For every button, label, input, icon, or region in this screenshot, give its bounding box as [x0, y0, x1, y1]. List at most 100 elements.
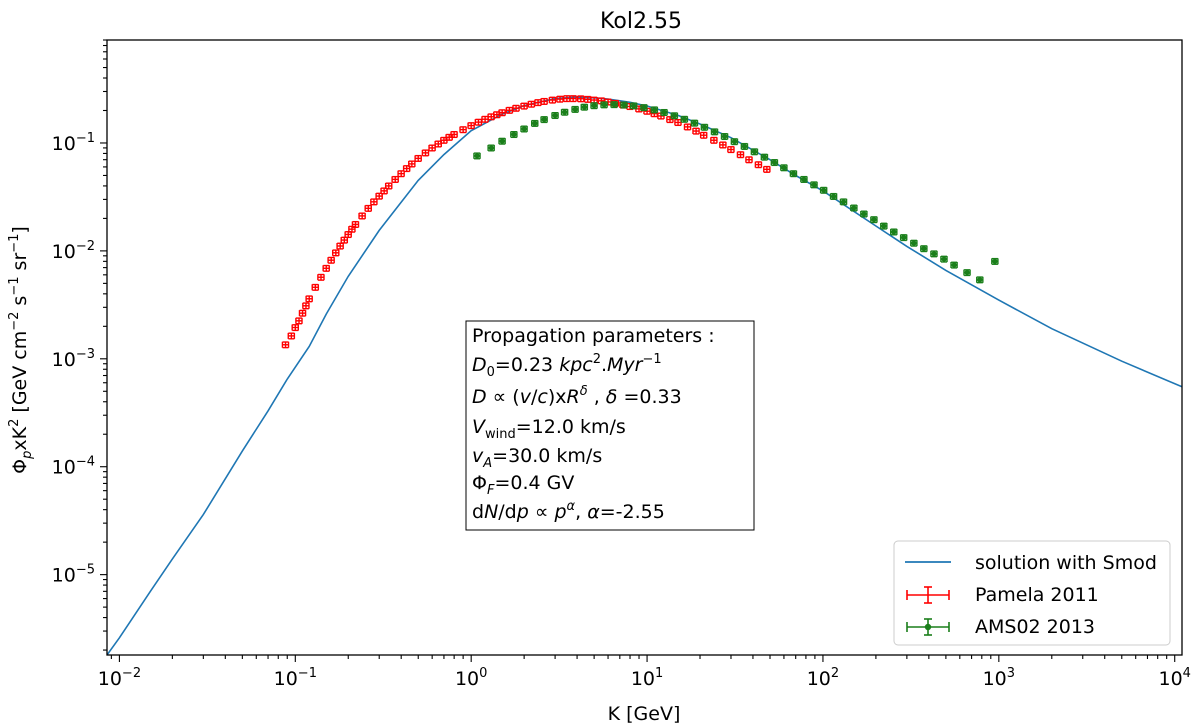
annotation-box	[465, 320, 755, 531]
data-point	[763, 165, 771, 173]
annotation-line-5: vA=30.0 km/s	[472, 445, 602, 471]
legend-label-pamela: Pamela 2011	[975, 584, 1099, 606]
x-tick-label: 102	[807, 666, 839, 690]
x-tick-label: 101	[631, 666, 663, 690]
data-point	[467, 122, 475, 130]
data-point	[305, 295, 313, 303]
data-point	[674, 119, 682, 127]
data-point	[629, 102, 638, 110]
y-axis-label: ΦpxK2 [GeV cm−2 s−1 sr−1]	[7, 226, 35, 474]
data-point	[576, 95, 585, 103]
data-point	[287, 332, 296, 340]
data-point	[976, 276, 984, 284]
series-ams02	[473, 101, 999, 284]
data-point	[850, 204, 858, 212]
data-point	[459, 126, 467, 134]
data-point	[829, 192, 838, 200]
data-point	[770, 159, 779, 167]
data-point	[487, 144, 495, 152]
data-point	[680, 115, 689, 123]
data-point	[540, 97, 548, 105]
data-point	[719, 141, 727, 149]
x-axis-label: K [GeV]	[608, 703, 681, 725]
data-point	[375, 192, 383, 200]
x-tick-label: 100	[455, 666, 487, 690]
data-point	[750, 148, 759, 156]
data-point	[683, 123, 692, 131]
data-point	[498, 137, 506, 145]
x-tick-label: 103	[983, 666, 1015, 690]
parameters-annotation: Propagation parameters : D0=0.23 kpc2.My…	[465, 320, 755, 531]
data-point	[870, 216, 878, 224]
data-point	[311, 283, 320, 291]
data-point	[473, 152, 481, 160]
data-point	[810, 181, 818, 189]
data-point	[370, 198, 378, 206]
data-point	[839, 198, 848, 206]
data-point	[963, 269, 971, 277]
y-axis: 10−5 10−4 10−3 10−2 10−1	[52, 39, 107, 651]
data-point	[920, 245, 928, 253]
data-point	[414, 154, 422, 162]
data-point	[700, 123, 709, 131]
y-tick-label: 10−2	[52, 239, 95, 263]
data-point	[736, 151, 745, 159]
data-point	[727, 146, 735, 154]
data-point	[498, 109, 506, 117]
data-point	[899, 234, 908, 242]
data-point	[991, 257, 999, 265]
data-point	[281, 341, 290, 349]
y-tick-label: 10−4	[52, 455, 95, 479]
data-point	[740, 142, 749, 150]
data-point	[600, 101, 608, 109]
data-point	[450, 131, 458, 139]
data-point	[610, 101, 618, 109]
data-point	[620, 101, 628, 109]
data-point	[384, 182, 393, 190]
annotation-line-2: D0=0.23 kpc2.Myr−1	[472, 352, 662, 380]
data-point	[520, 125, 528, 133]
x-axis: 10−2 10−1 100 101 102 103 104	[98, 655, 1191, 690]
data-point	[571, 105, 579, 113]
annotation-line-7: dN/dp ∝ pα, α=-2.55	[472, 499, 665, 523]
data-point	[950, 261, 958, 269]
data-point	[560, 108, 569, 116]
annotation-line-4: Vwind=12.0 km/s	[472, 416, 626, 442]
data-point	[391, 175, 399, 183]
data-point	[548, 96, 557, 104]
data-point	[551, 111, 559, 120]
annotation-line-3: D ∝ (v/c)xRδ , δ =0.33	[472, 384, 682, 408]
data-point	[527, 100, 536, 108]
data-point	[295, 317, 303, 325]
data-point	[556, 95, 564, 103]
legend: solution with Smod Pamela 2011 AMS02 201…	[893, 540, 1171, 646]
data-point	[789, 170, 798, 178]
data-point	[890, 228, 898, 236]
data-point	[298, 309, 307, 317]
plot-frame	[106, 39, 1183, 656]
data-point	[940, 255, 948, 263]
x-tick-label: 10−1	[274, 666, 317, 690]
data-point	[540, 116, 548, 124]
data-point	[364, 204, 372, 212]
y-tick-label: 10−5	[52, 563, 95, 587]
data-point	[760, 153, 769, 161]
y-tick-label: 10−1	[52, 131, 95, 155]
data-point	[402, 165, 411, 173]
data-point	[640, 104, 648, 112]
legend-ams-swatch	[906, 618, 950, 636]
annotation-line-1: Propagation parameters :	[472, 325, 715, 347]
data-point	[590, 102, 598, 110]
data-point	[291, 324, 299, 332]
chart-title: Kol2.55	[600, 9, 682, 34]
data-point	[317, 273, 325, 281]
data-point	[660, 108, 668, 117]
data-point	[332, 249, 340, 257]
data-point	[351, 220, 360, 228]
data-point	[710, 136, 718, 144]
data-point	[720, 132, 729, 141]
data-point	[800, 175, 808, 183]
data-point	[302, 302, 310, 310]
data-point	[520, 102, 528, 110]
plot-area	[107, 95, 1182, 655]
